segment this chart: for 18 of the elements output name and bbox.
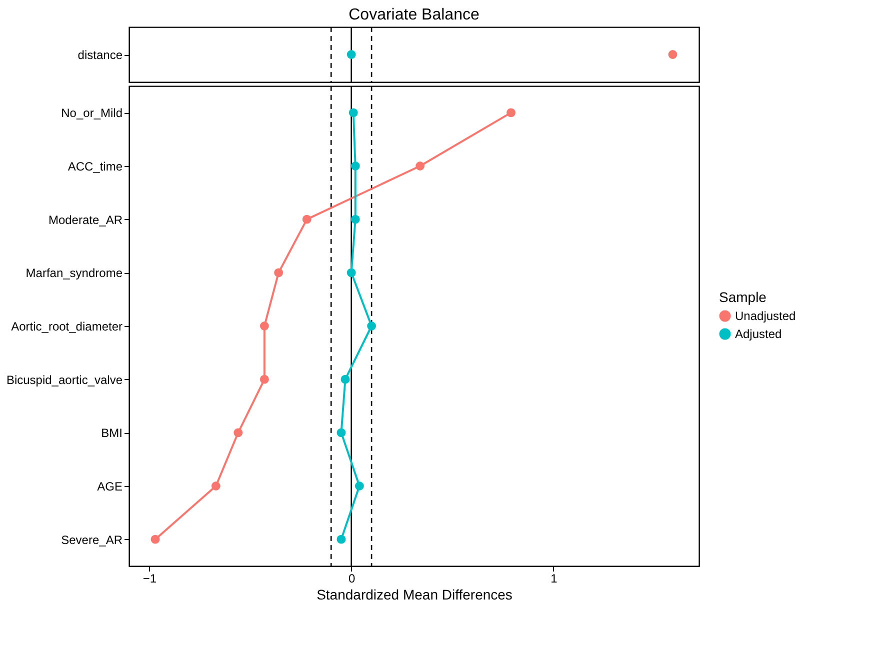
y-tick-label: No_or_Mild: [61, 106, 122, 120]
y-tick-label: Severe_AR: [61, 532, 123, 547]
legend-label: Unadjusted: [735, 309, 796, 323]
y-tick-label: AGE: [97, 480, 122, 494]
y-tick-label: Moderate_AR: [48, 212, 123, 227]
chart-title: Covariate Balance: [348, 6, 480, 24]
x-tick-label: 1: [550, 572, 558, 586]
legend-label: Adjusted: [735, 327, 782, 341]
x-axis-title: Standardized Mean Differences: [316, 586, 512, 602]
y-tick-label: Marfan_syndrome: [26, 266, 123, 280]
y-tick-label: BMI: [101, 426, 122, 440]
y-tick-label: ACC_time: [68, 160, 123, 174]
x-tick-label: 0: [348, 572, 356, 586]
legend-title: Sample: [719, 289, 767, 305]
y-tick-label: distance: [78, 48, 123, 62]
y-tick-label: Bicuspid_aortic_valve: [6, 372, 123, 387]
y-tick-label: Aortic_root_diameter: [11, 320, 122, 334]
x-tick-label: −1: [142, 572, 157, 586]
